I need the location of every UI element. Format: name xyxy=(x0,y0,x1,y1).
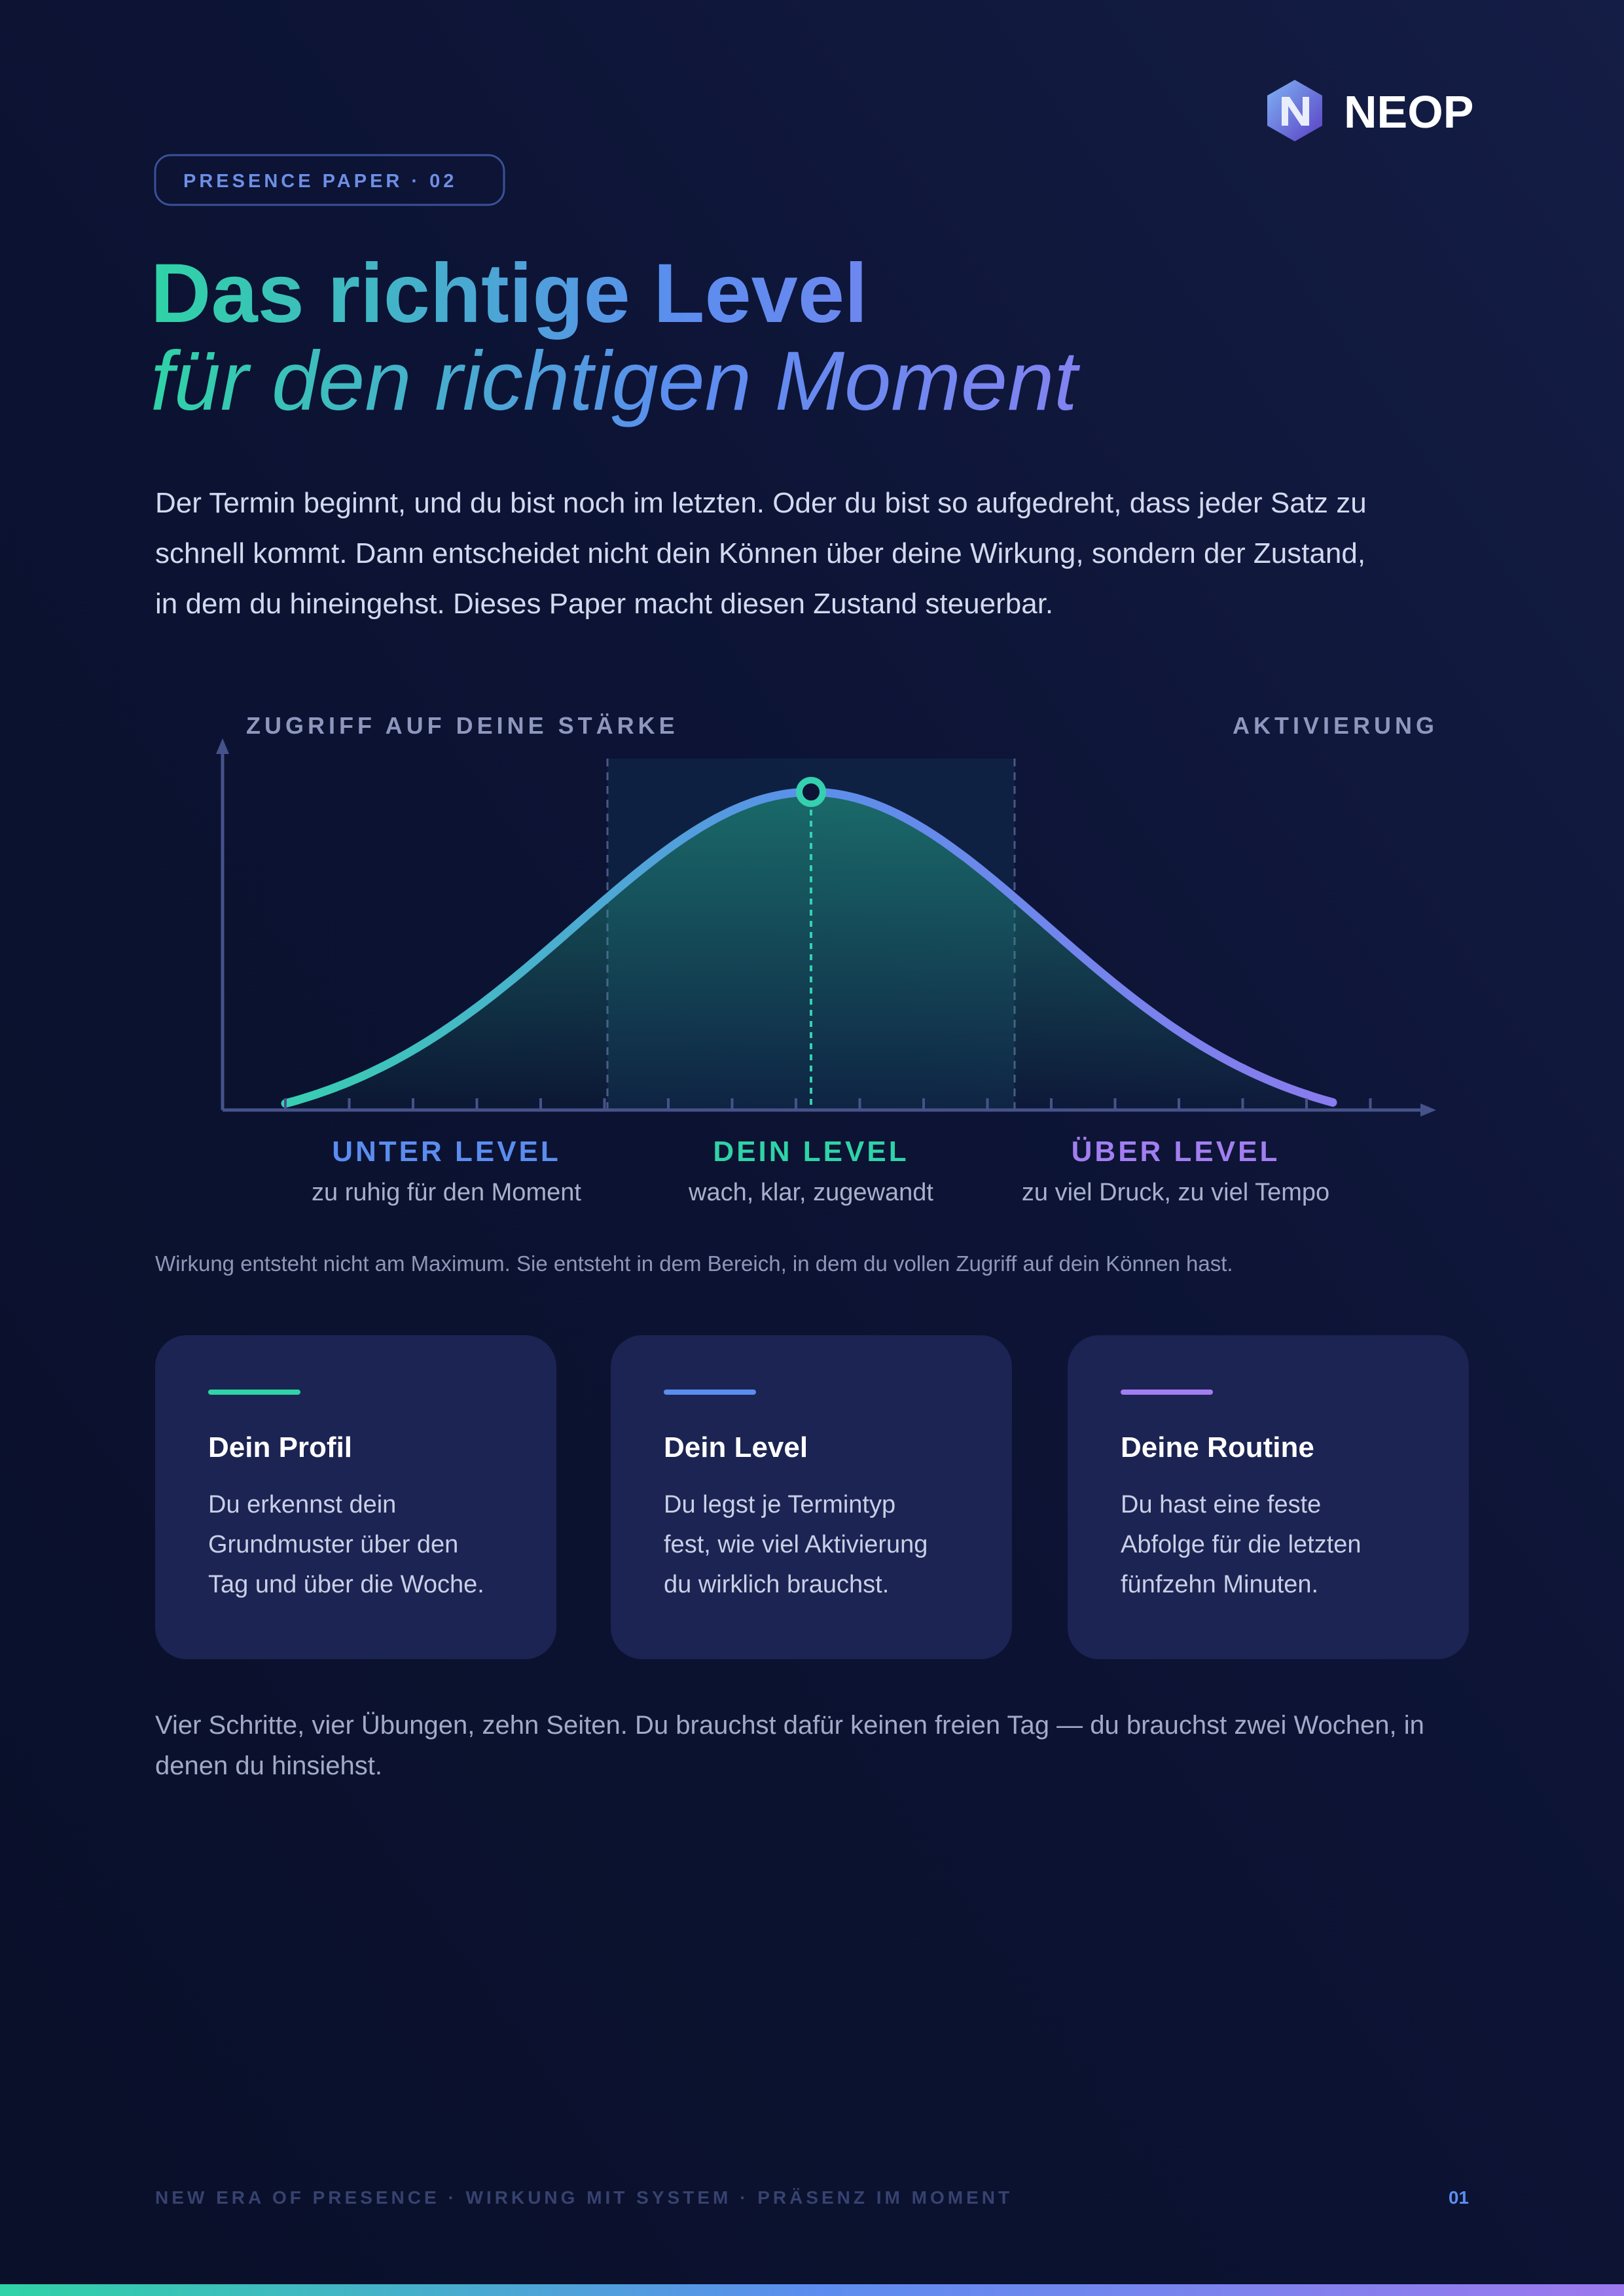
card: Deine Routine Du hast eine feste Abfolge f… xyxy=(1068,1335,1469,1659)
card-title: Dein Level xyxy=(664,1431,808,1463)
card-body-line: fünfzehn Minuten. xyxy=(1121,1571,1318,1598)
zones: UNTER LEVEL zu ruhig für den Moment DEIN L… xyxy=(312,1136,1329,1206)
logo-letter xyxy=(1282,97,1309,126)
card-body-line: Du erkennst dein xyxy=(208,1491,396,1518)
zone-label: ÜBER LEVEL xyxy=(1072,1136,1280,1168)
axis-ticks xyxy=(284,1098,1372,1110)
logo-text: NEOP xyxy=(1344,86,1473,137)
card-accent xyxy=(664,1390,756,1395)
card-body-line: Grundmuster über den xyxy=(208,1531,458,1558)
card-background xyxy=(611,1335,1012,1659)
closing-line: denen du hinsiehst. xyxy=(155,1751,382,1780)
closing: Vier Schritte, vier Übungen, zehn Seiten… xyxy=(155,1711,1424,1780)
card-accent xyxy=(1121,1390,1213,1395)
card-body-line: Du hast eine feste xyxy=(1121,1491,1321,1518)
card-body-line: Tag und über die Woche. xyxy=(208,1571,484,1598)
card-body-line: Abfolge für die letzten xyxy=(1121,1531,1362,1558)
y-axis-arrow xyxy=(216,738,229,754)
footer-tagline: NEW ERA OF PRESENCE · WIRKUNG MIT SYSTEM… xyxy=(155,2187,1013,2208)
intro: Der Termin beginnt, und du bist noch im … xyxy=(155,487,1367,620)
card-accent xyxy=(208,1390,300,1395)
card-body-line: fest, wie viel Aktivierung xyxy=(664,1531,928,1558)
bottom-bar xyxy=(0,2284,1624,2296)
zone-description: wach, klar, zugewandt xyxy=(688,1179,933,1206)
card-body-line: du wirklich brauchst. xyxy=(664,1571,889,1598)
card: Dein Profil Du erkennst dein Grundmuster ü… xyxy=(155,1335,556,1659)
card-title: Deine Routine xyxy=(1121,1431,1314,1463)
peak-marker xyxy=(796,777,826,807)
card-body-line: Du legst je Termintyp xyxy=(664,1491,895,1518)
zone-label: UNTER LEVEL xyxy=(332,1136,561,1168)
x-axis-label: AKTIVIERUNG xyxy=(1233,712,1438,739)
badge-frame xyxy=(154,154,505,206)
zone-description: zu ruhig für den Moment xyxy=(312,1179,581,1206)
badge-text: PRESENCE PAPER · 02 xyxy=(183,171,457,192)
curve-area xyxy=(285,792,1337,1110)
headline: Das richtige Level xyxy=(151,247,868,340)
zone-label: DEIN LEVEL xyxy=(713,1136,909,1168)
intro-line: schnell kommt. Dann entscheidet nicht de… xyxy=(155,537,1365,569)
logo: NEOP xyxy=(1267,80,1473,141)
closing-line: Vier Schritte, vier Übungen, zehn Seiten… xyxy=(155,1711,1424,1740)
intro-line: Der Termin beginnt, und du bist noch im … xyxy=(155,487,1367,519)
card-background xyxy=(155,1335,556,1659)
card-title: Dein Profil xyxy=(208,1431,352,1463)
page-number: 01 xyxy=(1449,2187,1469,2208)
diagram: ZUGRIFF AUF DEINE STÄRKE AKTIVIERUNG UNT… xyxy=(216,712,1438,1206)
y-axis-label: ZUGRIFF AUF DEINE STÄRKE xyxy=(246,712,679,739)
intro-line: in dem du hineingehst. Dieses Paper mach… xyxy=(155,588,1053,620)
caption: Wirkung entsteht nicht am Maximum. Sie e… xyxy=(155,1251,1233,1276)
zone-description: zu viel Druck, zu viel Tempo xyxy=(1022,1179,1329,1206)
card-background xyxy=(1068,1335,1469,1659)
x-axis-arrow xyxy=(1420,1103,1436,1117)
card: Dein Level Du legst je Termintyp fest, wie… xyxy=(611,1335,1012,1659)
cards: Dein Profil Du erkennst dein Grundmuster ü… xyxy=(155,1335,1469,1659)
subheadline: für den richtigen Moment xyxy=(151,334,1080,428)
